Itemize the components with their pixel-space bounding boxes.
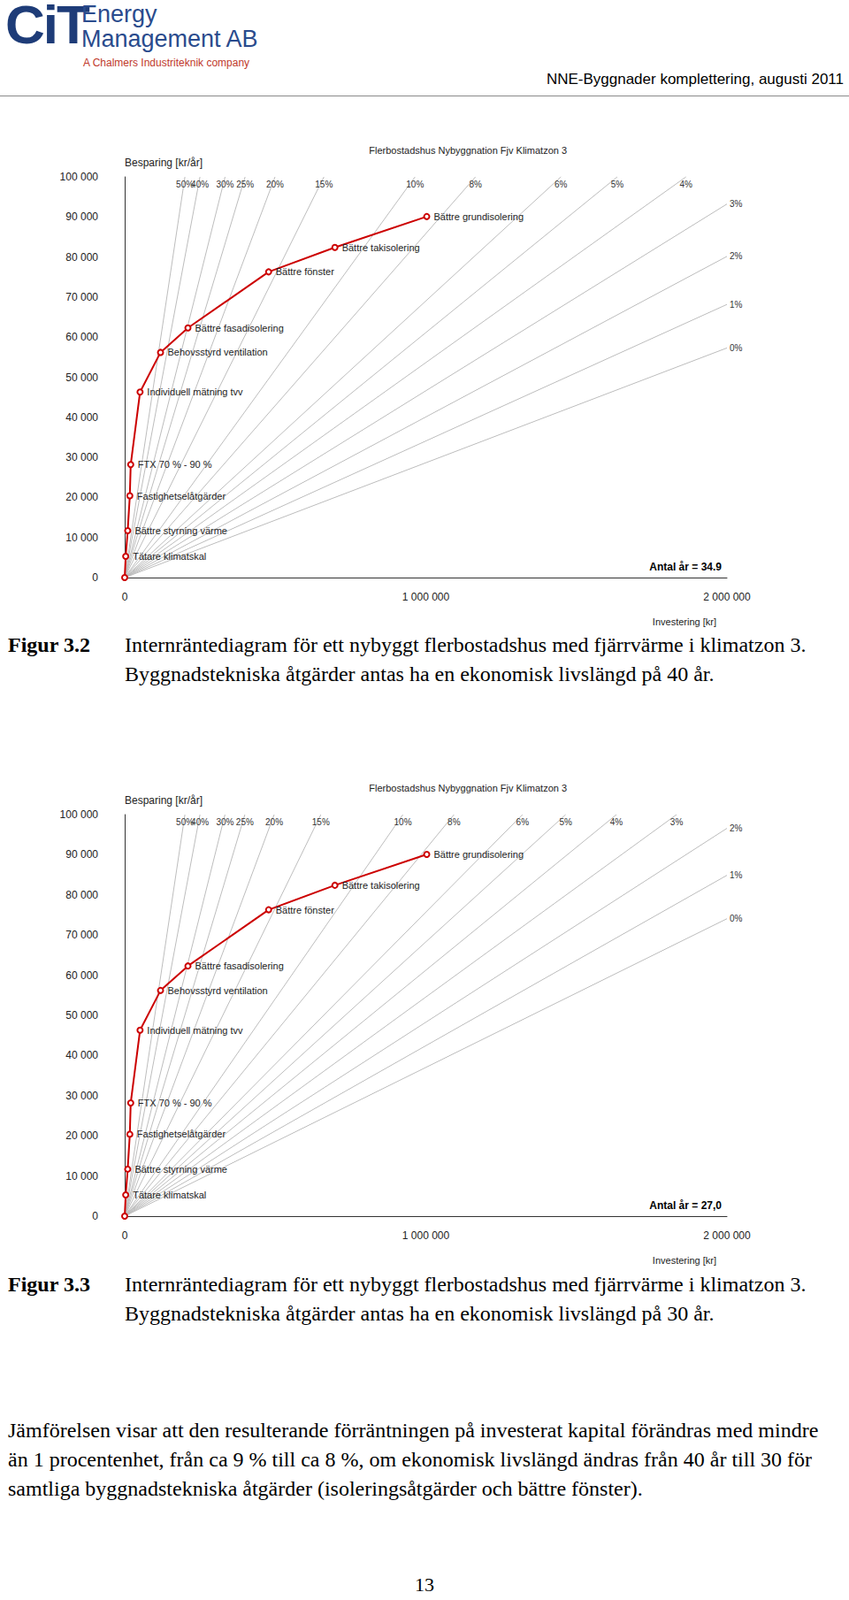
- svg-text:Behovsstyrd ventilation: Behovsstyrd ventilation: [168, 985, 268, 996]
- svg-text:2%: 2%: [729, 823, 743, 834]
- svg-text:20%: 20%: [266, 179, 284, 190]
- svg-text:5%: 5%: [611, 179, 625, 190]
- svg-text:25%: 25%: [236, 817, 254, 827]
- svg-text:0: 0: [91, 1209, 99, 1223]
- html-text:13: 13: [414, 1573, 435, 1596]
- svg-text:20 000: 20 000: [65, 1129, 99, 1142]
- svg-text:20 000: 20 000: [65, 490, 99, 504]
- svg-text:Besparing [kr/år]: Besparing [kr/år]: [124, 794, 203, 807]
- svg-text:3%: 3%: [670, 817, 684, 827]
- svg-text:4%: 4%: [679, 179, 693, 190]
- svg-text:70 000: 70 000: [65, 928, 99, 941]
- svg-text:10 000: 10 000: [65, 1170, 99, 1183]
- svg-text:6%: 6%: [516, 817, 530, 827]
- svg-text:Flerbostadshus Nybyggnation Fj: Flerbostadshus Nybyggnation Fjv Klimatzo…: [368, 145, 567, 156]
- svg-text:0: 0: [122, 1229, 129, 1242]
- svg-text:1 000 000: 1 000 000: [402, 1229, 451, 1242]
- svg-text:0: 0: [91, 571, 99, 584]
- svg-text:50%: 50%: [176, 816, 194, 827]
- svg-text:5%: 5%: [558, 817, 573, 827]
- svg-text:Tätare klimatskal: Tätare klimatskal: [132, 1189, 207, 1201]
- html-text:Internräntediagram för ett nyb: Internräntediagram för ett nybyggt flerb…: [124, 1272, 807, 1325]
- html-text:Figur 3.3: Figur 3.3: [7, 1272, 91, 1296]
- svg-text:100 000: 100 000: [60, 170, 100, 184]
- svg-text:0%: 0%: [729, 913, 743, 924]
- svg-text:Fastighetselåtgärder: Fastighetselåtgärder: [137, 1128, 227, 1140]
- svg-text:90 000: 90 000: [65, 848, 99, 861]
- svg-text:10%: 10%: [405, 179, 424, 190]
- svg-text:Bättre grundisolering: Bättre grundisolering: [434, 211, 525, 222]
- svg-text:40 000: 40 000: [65, 1048, 99, 1062]
- svg-text:20%: 20%: [265, 817, 283, 827]
- svg-text:Bättre styrning värme: Bättre styrning värme: [134, 1163, 228, 1175]
- svg-text:Flerbostadshus Nybyggnation Fj: Flerbostadshus Nybyggnation Fjv Klimatzo…: [368, 782, 567, 794]
- svg-text:80 000: 80 000: [65, 251, 99, 264]
- html-text:Management AB: Management AB: [81, 25, 258, 53]
- svg-text:Bättre fönster: Bättre fönster: [275, 266, 335, 277]
- svg-text:Individuell mätning tvv: Individuell mätning tvv: [146, 1024, 244, 1036]
- html-text:A Chalmers Industriteknik comp: A Chalmers Industriteknik company: [83, 56, 250, 69]
- svg-text:40%: 40%: [191, 817, 209, 827]
- svg-text:1%: 1%: [729, 299, 743, 310]
- svg-text:2 000 000: 2 000 000: [703, 590, 751, 604]
- svg-text:Bättre takisolering: Bättre takisolering: [342, 879, 421, 891]
- svg-text:100 000: 100 000: [60, 808, 100, 821]
- svg-text:10 000: 10 000: [65, 531, 99, 544]
- svg-text:15%: 15%: [312, 817, 330, 827]
- svg-text:30 000: 30 000: [65, 1089, 99, 1102]
- svg-text:0: 0: [122, 590, 129, 604]
- svg-text:30%: 30%: [215, 179, 234, 190]
- svg-text:FTX 70 % - 90 %: FTX 70 % - 90 %: [137, 458, 213, 470]
- svg-text:70 000: 70 000: [65, 290, 99, 304]
- html-text:Energy: Energy: [81, 0, 158, 28]
- svg-text:30%: 30%: [215, 817, 234, 827]
- html-text:Jämförelsen visar att den resu: Jämförelsen visar att den resulterande f…: [7, 1418, 819, 1500]
- svg-text:Besparing [kr/år]: Besparing [kr/år]: [124, 156, 203, 169]
- svg-text:6%: 6%: [554, 179, 568, 190]
- svg-text:Bättre styrning värme: Bättre styrning värme: [134, 525, 228, 536]
- svg-text:Bättre grundisolering: Bättre grundisolering: [434, 849, 525, 860]
- svg-text:Bättre fönster: Bättre fönster: [275, 904, 335, 916]
- svg-text:Bättre fasadisolering: Bättre fasadisolering: [195, 322, 284, 334]
- svg-text:Antal år = 34.9: Antal år = 34.9: [649, 560, 722, 574]
- svg-text:2 000 000: 2 000 000: [703, 1229, 751, 1242]
- svg-text:40%: 40%: [191, 179, 209, 190]
- svg-text:Individuell mätning tvv: Individuell mätning tvv: [146, 386, 244, 398]
- svg-text:40 000: 40 000: [65, 411, 99, 424]
- svg-text:2%: 2%: [729, 251, 743, 261]
- svg-text:FTX 70 % - 90 %: FTX 70 % - 90 %: [137, 1097, 213, 1109]
- svg-text:50%: 50%: [176, 179, 194, 189]
- svg-text:60 000: 60 000: [65, 969, 99, 982]
- svg-text:15%: 15%: [314, 179, 333, 190]
- svg-text:Fastighetselåtgärder: Fastighetselåtgärder: [137, 490, 227, 502]
- html-text:Figur 3.2: Figur 3.2: [7, 633, 91, 657]
- svg-text:3%: 3%: [729, 198, 743, 209]
- svg-text:0%: 0%: [729, 343, 743, 353]
- html-text:NNE-Byggnader komplettering, a: NNE-Byggnader komplettering, augusti 201…: [546, 70, 844, 88]
- svg-text:60 000: 60 000: [65, 330, 99, 344]
- svg-text:8%: 8%: [468, 179, 482, 190]
- svg-text:Behovsstyrd ventilation: Behovsstyrd ventilation: [168, 346, 268, 358]
- svg-text:Tätare klimatskal: Tätare klimatskal: [132, 550, 207, 562]
- svg-text:Bättre takisolering: Bättre takisolering: [342, 242, 421, 253]
- svg-text:Investering [kr]: Investering [kr]: [652, 616, 717, 628]
- svg-text:25%: 25%: [236, 179, 254, 190]
- svg-text:Bättre fasadisolering: Bättre fasadisolering: [195, 960, 284, 972]
- svg-text:50 000: 50 000: [65, 1009, 99, 1022]
- svg-text:Investering [kr]: Investering [kr]: [652, 1254, 717, 1266]
- svg-text:1%: 1%: [729, 870, 743, 880]
- svg-text:30 000: 30 000: [65, 451, 99, 464]
- html-text:Internräntediagram för ett nyb: Internräntediagram för ett nybyggt flerb…: [124, 633, 807, 686]
- svg-text:50 000: 50 000: [65, 371, 99, 384]
- svg-text:90 000: 90 000: [65, 210, 99, 223]
- svg-text:Antal år = 27,0: Antal år = 27,0: [649, 1199, 722, 1212]
- svg-text:80 000: 80 000: [65, 888, 99, 902]
- svg-text:4%: 4%: [610, 817, 624, 827]
- svg-text:1 000 000: 1 000 000: [402, 590, 451, 604]
- svg-text:8%: 8%: [447, 817, 461, 827]
- svg-text:10%: 10%: [394, 817, 413, 827]
